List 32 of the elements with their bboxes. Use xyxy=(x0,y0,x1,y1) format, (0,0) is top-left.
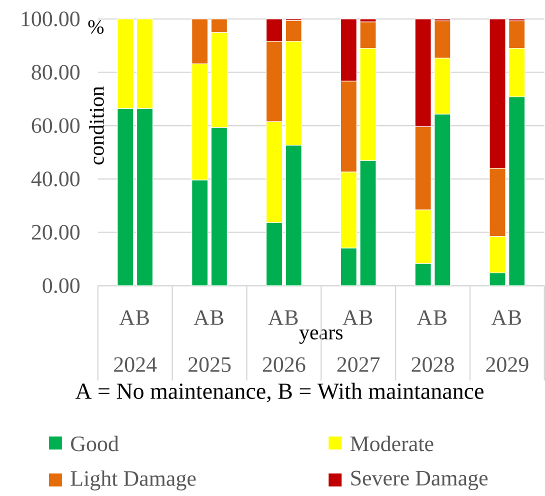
text: 2029 xyxy=(486,356,528,372)
y-tick-label: 80.00 xyxy=(32,64,80,80)
x-tick-label: B xyxy=(284,310,298,325)
x-tick-label: B xyxy=(359,310,372,325)
annotation: % xyxy=(88,20,104,34)
x-tick-label: B xyxy=(210,310,224,325)
y-tick-label: 20.00 xyxy=(32,224,80,240)
y-tick-label: 40.00 xyxy=(31,171,80,186)
x-tick-label: A xyxy=(416,310,432,325)
y-tick-label: 100.00 xyxy=(22,11,80,26)
legend-label: Light Damage xyxy=(70,470,196,490)
legend-label: Moderate xyxy=(350,436,434,452)
x-tick-label: B xyxy=(508,310,521,325)
text: 2026 xyxy=(262,356,306,372)
text: A = No maintenance, B = With maintanance xyxy=(75,382,484,402)
text: 2024 xyxy=(114,356,157,372)
x-axis-title: years xyxy=(299,329,343,344)
text: 2028 xyxy=(412,356,454,372)
y-tick-label: 60.00 xyxy=(32,118,80,133)
legend-label: Severe Damage xyxy=(351,470,488,490)
x-tick-label: A xyxy=(119,310,135,325)
x-tick-label: A xyxy=(342,310,358,325)
x-tick-label: A xyxy=(491,310,507,325)
legend-label: Good xyxy=(71,436,119,452)
x-tick-label: A xyxy=(194,310,210,325)
text: 2027 xyxy=(337,356,380,372)
x-tick-label: B xyxy=(136,310,149,325)
y-axis-title: condition xyxy=(89,86,104,164)
x-tick-label: A xyxy=(268,310,284,325)
x-tick-label: B xyxy=(434,310,447,325)
y-tick-label: 0.00 xyxy=(42,278,80,293)
text: 2025 xyxy=(188,356,231,372)
